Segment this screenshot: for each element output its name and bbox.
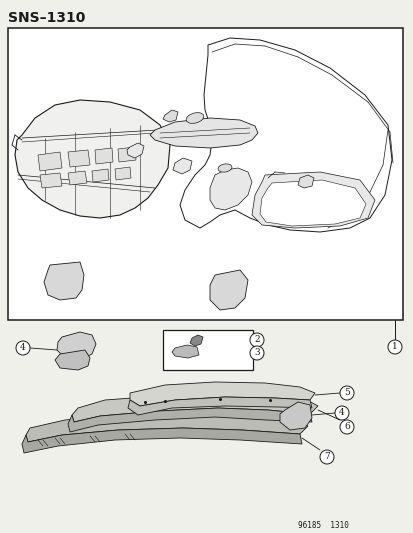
Polygon shape <box>40 173 62 188</box>
Circle shape <box>319 450 333 464</box>
Text: 4: 4 <box>20 343 26 352</box>
Polygon shape <box>115 167 131 180</box>
Polygon shape <box>118 147 136 162</box>
Polygon shape <box>68 150 90 167</box>
Polygon shape <box>57 332 96 360</box>
Text: 2: 2 <box>254 335 259 344</box>
Text: 6: 6 <box>343 423 349 432</box>
Polygon shape <box>150 118 257 148</box>
Text: 1: 1 <box>391 343 397 351</box>
Polygon shape <box>279 402 311 430</box>
Bar <box>163 330 252 370</box>
Polygon shape <box>209 270 247 310</box>
Polygon shape <box>163 110 178 122</box>
Polygon shape <box>44 262 84 300</box>
Polygon shape <box>68 408 311 432</box>
Text: 4: 4 <box>338 408 344 417</box>
Polygon shape <box>171 345 199 358</box>
Polygon shape <box>95 148 113 164</box>
Polygon shape <box>128 397 311 415</box>
Polygon shape <box>130 382 314 406</box>
Text: 96185  1310: 96185 1310 <box>297 521 348 530</box>
Text: 5: 5 <box>343 389 349 398</box>
Polygon shape <box>68 171 87 185</box>
Ellipse shape <box>218 164 231 172</box>
Polygon shape <box>15 100 170 218</box>
Bar <box>8 28 402 320</box>
Polygon shape <box>38 152 62 171</box>
Polygon shape <box>259 180 365 226</box>
Polygon shape <box>92 169 109 182</box>
Polygon shape <box>55 350 90 370</box>
Polygon shape <box>180 38 391 232</box>
Ellipse shape <box>186 112 203 123</box>
Polygon shape <box>173 158 192 174</box>
Polygon shape <box>26 412 307 442</box>
Circle shape <box>334 406 348 420</box>
Circle shape <box>16 341 30 355</box>
Polygon shape <box>190 335 202 346</box>
Circle shape <box>249 333 263 347</box>
Polygon shape <box>209 168 252 210</box>
Polygon shape <box>252 172 374 228</box>
Circle shape <box>339 386 353 400</box>
Circle shape <box>387 340 401 354</box>
Text: SNS–1310: SNS–1310 <box>8 11 85 25</box>
Text: 3: 3 <box>254 349 259 358</box>
Polygon shape <box>22 428 301 453</box>
Circle shape <box>249 346 263 360</box>
Polygon shape <box>297 175 313 188</box>
Polygon shape <box>72 393 317 422</box>
Polygon shape <box>127 143 144 158</box>
Circle shape <box>339 420 353 434</box>
Text: 7: 7 <box>323 453 329 462</box>
